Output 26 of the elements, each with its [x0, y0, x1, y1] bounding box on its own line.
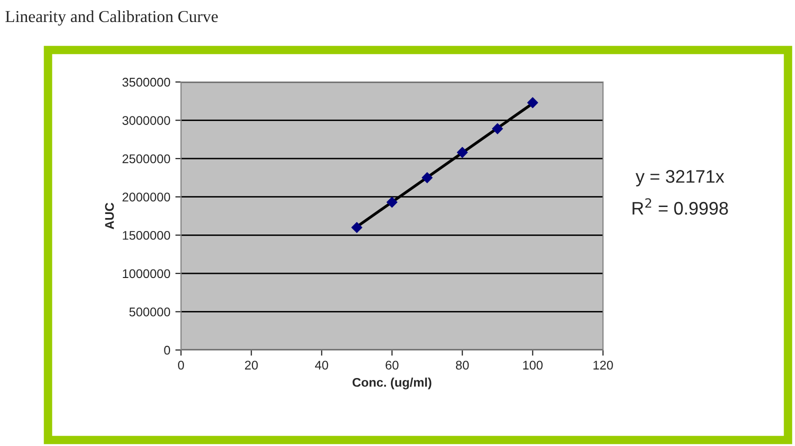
- x-tick-label: 40: [315, 360, 328, 370]
- x-tick-label: 20: [245, 360, 258, 370]
- x-tick-label: 0: [178, 360, 184, 370]
- point: [422, 172, 433, 184]
- y-tick-label: 500000: [129, 308, 170, 316]
- text: y = 32171x: [636, 170, 724, 186]
- point: [527, 97, 538, 108]
- x-tick-label: 60: [386, 360, 398, 370]
- chart-title: Linearity and Calibration Curve: [5, 10, 218, 26]
- y-axis-title: AUC: [105, 202, 114, 230]
- y-tick-label: 1500000: [122, 230, 170, 240]
- x-tick-label: 100: [523, 360, 543, 370]
- y-tick-label: 2500000: [122, 154, 170, 164]
- point: [386, 196, 398, 208]
- text: R$^{2}$ = 0.9998: [632, 198, 728, 215]
- y-tick-label: 2000000: [122, 192, 170, 202]
- y-tick-label: 0: [164, 346, 170, 355]
- y-tick-label: 3500000: [122, 78, 170, 87]
- point: [492, 123, 503, 134]
- point: [456, 146, 468, 158]
- y-tick-label: 3000000: [122, 116, 170, 125]
- point: [351, 222, 362, 233]
- x-axis-title: Conc. (ug/ml): [352, 378, 432, 390]
- x-tick-label: 80: [456, 360, 469, 370]
- y-tick-label: 1000000: [122, 269, 170, 278]
- x-tick-label: 120: [594, 360, 613, 370]
